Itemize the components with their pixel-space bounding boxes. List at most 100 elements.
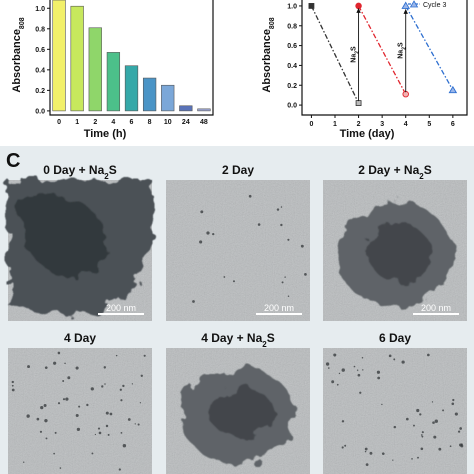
- legend-label: Cycle 3: [423, 2, 446, 9]
- tem-particle: [388, 354, 392, 358]
- bar-chart-axes: [49, 0, 214, 116]
- tem-particle: [57, 351, 61, 355]
- line-chart-x-axis-label: Time (day): [340, 128, 395, 140]
- line-chart-legend: Cycle 3: [408, 0, 446, 9]
- bar-y-tick-0.8: 0.8: [35, 26, 45, 33]
- line-chart-y-axis-label: Absorbance808: [261, 17, 276, 92]
- tem-particle: [248, 194, 252, 198]
- tem-particle: [26, 414, 30, 418]
- tem-particle: [457, 430, 461, 433]
- tem-particle: [364, 450, 367, 453]
- line-y-tick-0.6: 0.6: [287, 43, 297, 50]
- bar-chart-bars: [52, 0, 211, 112]
- tem-particle: [364, 447, 368, 451]
- tem-image-1: 0 Day + Na2S 200 nm: [8, 163, 152, 321]
- tem-particle: [417, 456, 419, 459]
- tem-particle: [40, 405, 44, 410]
- tem-particle: [120, 399, 123, 402]
- tem-particle: [369, 451, 373, 455]
- bar-0h: [52, 0, 66, 112]
- line-x-tick-4: 4: [404, 121, 408, 128]
- line-chart-series: [308, 1, 458, 107]
- tem-particle: [200, 210, 204, 214]
- series-3-point-1: [401, 1, 410, 9]
- tem-particle: [420, 447, 424, 451]
- tem-particle: [338, 372, 341, 375]
- tem-particle: [119, 388, 122, 391]
- legend-triangle-marker: [409, 0, 419, 8]
- tem-particle: [103, 366, 107, 369]
- tem-particle: [105, 424, 109, 428]
- bar-x-tick-2: 2: [93, 119, 97, 126]
- tem-particle: [325, 362, 330, 366]
- tem-particle: [91, 452, 94, 455]
- bar-y-tick-0.0: 0.0: [35, 108, 45, 115]
- bar-y-tick-0.4: 0.4: [35, 67, 45, 74]
- bar-x-tick-4: 4: [111, 119, 115, 126]
- bar-48h: [197, 108, 211, 112]
- tem-particle: [62, 398, 66, 401]
- tem-particle: [341, 446, 344, 449]
- tem-particle: [36, 417, 40, 421]
- tem-particle: [421, 435, 424, 438]
- line-y-tick-0.4: 0.4: [287, 63, 297, 70]
- series-3-point-2: [448, 85, 458, 94]
- tem-particle: [284, 276, 286, 278]
- tem-image-label-1: 0 Day + Na2S: [43, 163, 117, 181]
- tem-particle: [44, 366, 48, 370]
- bar-y-tick-1.0: 1.0: [35, 6, 45, 13]
- tem-particle: [280, 206, 283, 208]
- panel-letter-c: C: [6, 150, 20, 172]
- tem-particle: [97, 427, 101, 430]
- tem-particle: [232, 280, 235, 283]
- tem-particle: [336, 383, 339, 386]
- tem-particle: [86, 403, 89, 407]
- tem-particle: [53, 361, 57, 365]
- tem-particle: [393, 358, 396, 361]
- tem-particle: [11, 388, 15, 392]
- tem-particle: [57, 402, 61, 405]
- tem-particle: [276, 208, 280, 211]
- bar-8h: [142, 77, 157, 112]
- tem-particle: [131, 383, 134, 385]
- tem-particle: [109, 412, 113, 416]
- tem-cluster-core: [367, 224, 431, 281]
- series-line-3: [405, 5, 454, 91]
- tem-particle: [118, 468, 121, 471]
- tem-particle: [416, 408, 420, 413]
- tem-particle: [433, 435, 437, 439]
- tem-image-label-3: 2 Day + Na2S: [358, 163, 432, 181]
- line-chart-frame: [301, 0, 468, 116]
- tem-particle: [105, 411, 109, 415]
- tem-particle: [62, 380, 65, 382]
- tem-particle: [137, 423, 140, 426]
- tem-particle: [192, 300, 195, 303]
- bar-x-tick-24: 24: [182, 119, 190, 126]
- tem-particle: [67, 376, 71, 380]
- tem-particle: [39, 430, 43, 433]
- tem-particle: [53, 452, 55, 455]
- tem-particle: [381, 452, 385, 455]
- series-line-1: [310, 5, 360, 104]
- series-1-point-2: [355, 100, 362, 107]
- tem-particle: [94, 433, 97, 436]
- bar-y-tick-0.2: 0.2: [35, 88, 45, 95]
- tem-image-4: 4 Day: [8, 331, 152, 474]
- tem-particle: [140, 374, 143, 377]
- tem-image-grain: [323, 348, 467, 474]
- line-x-tick-2: 2: [357, 121, 361, 128]
- bar-x-tick-10: 10: [164, 119, 172, 126]
- line-chart-y-ticks: 0.0 0.2 0.4 0.6 0.8 1.0: [287, 3, 302, 110]
- tem-particle: [43, 403, 47, 407]
- bar-chart-y-ticks: 0.0 0.2 0.4 0.6 0.8 1.0: [35, 6, 50, 115]
- tem-particle: [459, 427, 462, 430]
- tem-particle: [101, 385, 104, 388]
- tem-particle: [122, 384, 125, 388]
- tem-particle: [454, 412, 458, 416]
- tem-particle: [23, 461, 25, 463]
- tem-particle: [459, 443, 462, 447]
- tem-image-2: 2 Day 200 nm: [166, 163, 310, 321]
- series-2-point-2: [402, 90, 409, 98]
- tem-particle: [75, 366, 79, 370]
